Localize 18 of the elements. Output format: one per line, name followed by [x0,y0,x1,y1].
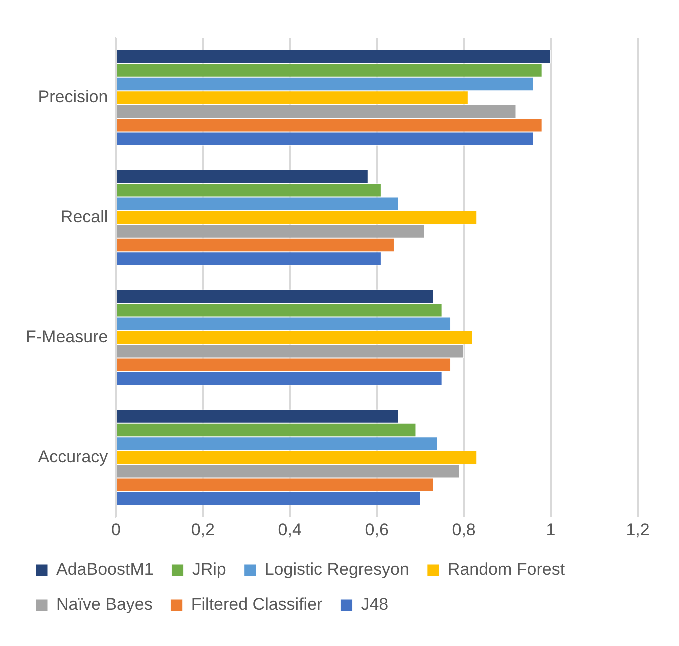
x-tick-label: 0,4 [278,520,302,540]
y-tick-label: Precision [38,88,108,107]
x-tick-label: 0,6 [365,520,389,540]
x-tick-label: 0,8 [452,520,476,540]
x-tick-label: 1,2 [626,520,650,540]
y-tick-label: Accuracy [38,447,109,466]
x-tick-label: 1 [546,520,556,540]
legend-label: Naïve Bayes [56,595,153,614]
y-tick-label: F-Measure [26,327,108,346]
legend-label: Filtered Classifier [191,595,324,614]
legend-label: AdaBoostM1 [56,560,154,580]
legend-label: Logistic Regresyon [264,560,410,580]
legend-label: JRip [192,560,226,580]
legend-label: J48 [361,595,389,614]
x-tick-label: 0,2 [191,520,215,540]
legend-label: Random Forest [448,560,566,580]
x-tick-label: 0 [111,520,121,540]
y-tick-label: Recall [60,208,108,227]
